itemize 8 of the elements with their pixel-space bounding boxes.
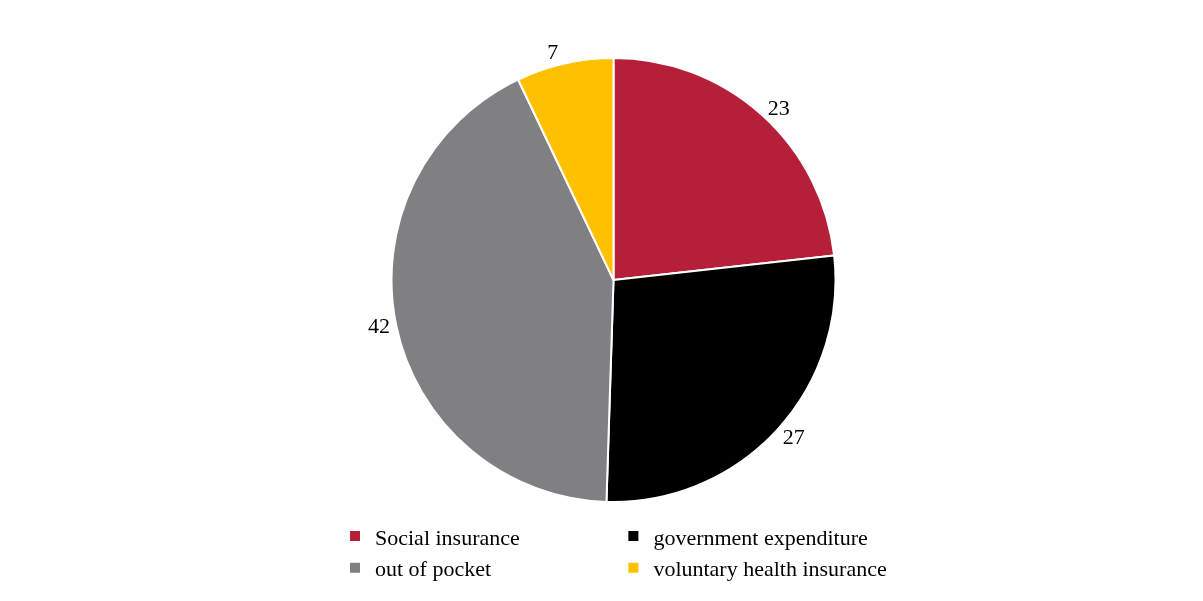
data-label: 7 <box>547 39 559 65</box>
legend-label: voluntary health insurance <box>653 556 887 582</box>
legend-label: government expenditure <box>653 524 868 550</box>
legend-label: Social insurance <box>375 524 520 550</box>
legend-label: out of pocket <box>375 556 492 582</box>
data-label: 23 <box>767 95 790 121</box>
data-label: 27 <box>782 423 805 449</box>
data-label: 42 <box>367 313 390 339</box>
